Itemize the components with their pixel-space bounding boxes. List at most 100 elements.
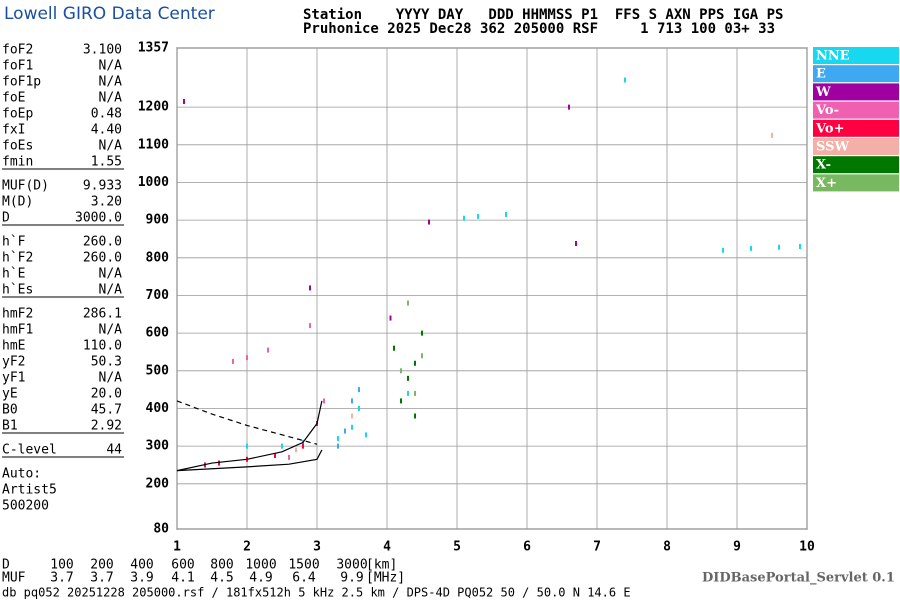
param-name: D	[2, 211, 10, 226]
echo-point	[722, 247, 724, 253]
echo-point	[337, 436, 339, 442]
muf-value: 3.7	[90, 571, 113, 586]
param-name: foF1	[2, 59, 33, 74]
echo-point	[288, 454, 290, 460]
y-tick-label: 1200	[138, 100, 169, 115]
d-unit: [km]	[366, 558, 397, 573]
param-value: N/A	[99, 91, 123, 106]
x-tick-label: 5	[453, 540, 461, 555]
y-tick-label: 600	[146, 326, 170, 341]
param-value: 3000.0	[75, 211, 122, 226]
echo-point	[414, 413, 416, 419]
logo: Lowell GIRO Data Center	[4, 4, 215, 24]
param-name: foF2	[2, 43, 33, 58]
y-tick-label: 400	[146, 401, 170, 416]
param-value: 20.0	[91, 387, 122, 402]
header-line: Station YYYY DAY DDD HHMMSS P1 FFS S AXN…	[303, 7, 783, 23]
param-name: C-level	[2, 443, 57, 458]
x-tick-label: 8	[663, 540, 671, 555]
muf-value: 9.9	[340, 571, 363, 586]
legend-swatch	[813, 47, 899, 64]
echo-point	[337, 443, 339, 449]
echo-point	[218, 460, 220, 466]
muf-value: 4.9	[249, 571, 272, 586]
x-tick-label: 6	[523, 540, 531, 555]
param-value: 1.55	[91, 155, 122, 170]
param-value: 110.0	[83, 339, 122, 354]
x-tick-label: 9	[733, 540, 741, 555]
d-value: 1500	[288, 558, 319, 573]
param-name: B0	[2, 403, 18, 418]
param-value: N/A	[99, 59, 123, 74]
d-label: D	[2, 558, 10, 573]
muf-unit: [MHz]	[366, 571, 405, 586]
echo-point	[246, 443, 248, 449]
legend-swatch	[813, 65, 899, 83]
trace-curve	[176, 400, 323, 472]
muf-value: 6.4	[292, 571, 316, 586]
y-tick-label: 200	[146, 476, 170, 491]
echo-point	[568, 104, 570, 110]
x-tick-label: 4	[383, 540, 391, 555]
muf-value: 3.9	[130, 571, 153, 586]
d-value: 800	[210, 558, 233, 573]
legend-label: NNE	[816, 49, 850, 64]
echo-point	[421, 353, 423, 359]
param-value: 3.20	[91, 195, 122, 210]
param-name: h`F	[2, 235, 26, 250]
param-value: 0.48	[91, 107, 122, 122]
echo-point	[407, 390, 409, 396]
echo-point	[407, 300, 409, 306]
echo-point	[358, 387, 360, 393]
echo-point	[505, 211, 507, 217]
y-tick-label: 1100	[138, 137, 169, 152]
param-name: yF1	[2, 371, 25, 386]
echo-point	[295, 447, 297, 453]
param-value: 50.3	[91, 355, 122, 370]
echo-point	[232, 358, 234, 364]
echo-point	[351, 398, 353, 404]
d-value: 3000	[336, 558, 367, 573]
echo-point	[323, 398, 325, 404]
echo-point	[309, 323, 311, 329]
param-name: yF2	[2, 355, 25, 370]
trace-curve	[176, 449, 323, 472]
echo-point	[624, 77, 626, 83]
echo-point	[414, 360, 416, 366]
legend-swatch	[813, 101, 899, 119]
y-tick-label: 300	[146, 439, 170, 454]
param-name: Auto:	[2, 467, 41, 482]
echo-point	[400, 398, 402, 404]
param-name: h`E	[2, 267, 25, 282]
y-tick-label: 1000	[138, 175, 169, 190]
legend-label: W	[815, 85, 831, 100]
y-tick-label: 500	[146, 363, 170, 378]
param-value: N/A	[99, 139, 123, 154]
echo-point	[351, 413, 353, 419]
param-value: 3.100	[83, 43, 122, 58]
d-value: 600	[171, 558, 194, 573]
param-value: N/A	[99, 75, 123, 90]
param-name: fxI	[2, 123, 25, 138]
echo-point	[274, 453, 276, 459]
param-value: 45.7	[91, 403, 122, 418]
param-name: hmF1	[2, 323, 33, 338]
echo-point	[267, 347, 269, 353]
legend-label: X+	[816, 176, 837, 191]
param-name: B1	[2, 419, 18, 434]
d-value: 100	[50, 558, 73, 573]
echo-point	[407, 375, 409, 381]
servlet: DIDBasePortal_Servlet 0.1	[702, 571, 895, 586]
param-value: 260.0	[83, 235, 122, 250]
legend-label: SSW	[816, 140, 849, 155]
param-name: MUF(D)	[2, 179, 49, 194]
param-value: N/A	[99, 283, 123, 298]
param-name: fmin	[2, 155, 33, 170]
param-value: N/A	[99, 323, 123, 338]
legend-label: X-	[816, 158, 831, 173]
param-name: h`Es	[2, 283, 33, 298]
echo-point	[302, 443, 304, 449]
plot-frame	[176, 47, 808, 530]
d-value: 1000	[245, 558, 276, 573]
y-tick-label: 700	[146, 288, 170, 303]
